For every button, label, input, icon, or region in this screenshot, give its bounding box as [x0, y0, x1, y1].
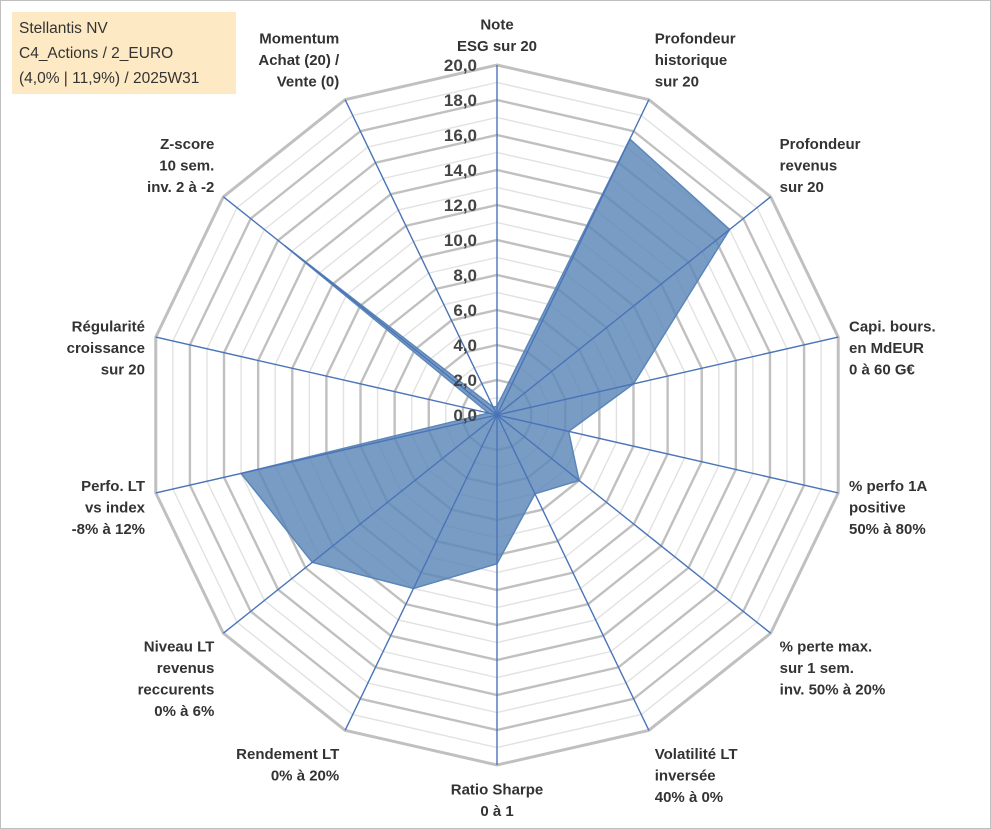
tick-label: 6,0 — [453, 301, 477, 320]
axis-label: Ratio Sharpe 0 à 1 — [451, 782, 544, 821]
tick-label: 10,0 — [444, 231, 477, 250]
chart-title-box: Stellantis NV C4_Actions / 2_EURO (4,0% … — [12, 12, 236, 94]
axis-label: Perfo. LT vs index -8% à 12% — [72, 478, 146, 538]
axis-label: % perfo 1A positive 50% à 80% — [849, 478, 928, 538]
axis-spoke — [222, 196, 498, 416]
axis-spoke — [496, 414, 772, 634]
axis-label: Z-score 10 sem. inv. 2 à -2 — [147, 136, 214, 196]
axis-spoke — [496, 336, 839, 416]
radar-spokes — [155, 65, 839, 765]
axis-spoke — [222, 414, 498, 634]
axis-label: Capi. bours. en MdEUR 0 à 60 G€ — [849, 318, 936, 378]
tick-label: 2,0 — [453, 371, 477, 390]
axis-label: Volatilité LT inversée 40% à 0% — [655, 746, 738, 806]
tick-label: 14,0 — [444, 161, 477, 180]
radial-tick-labels: 0,0 2,0 4,0 6,0 8,0 10,0 12,0 14,0 16,0 18,0 20,0 — [444, 56, 477, 425]
tick-label: 8,0 — [453, 266, 477, 285]
tick-label: 4,0 — [453, 336, 477, 355]
axis-label: Momentum Achat (20) / Vente (0) — [258, 31, 340, 91]
axis-label: Profondeur revenus sur 20 — [780, 136, 861, 196]
axis-label: Note ESG sur 20 — [457, 17, 537, 56]
axis-spoke — [155, 414, 498, 494]
axis-spoke — [496, 414, 839, 494]
axis-label: Niveau LT revenus reccurents 0% à 6% — [138, 638, 215, 720]
axis-label: Profondeur historique sur 20 — [655, 31, 736, 91]
title-company: Stellantis NV — [19, 20, 108, 37]
tick-label: 12,0 — [444, 196, 477, 215]
tick-label: 18,0 — [444, 91, 477, 110]
axis-spoke — [496, 196, 772, 416]
axis-spoke — [344, 414, 498, 731]
tick-label: 16,0 — [444, 126, 477, 145]
axis-spoke — [344, 99, 498, 416]
title-category: C4_Actions / 2_EURO — [19, 45, 174, 62]
axis-label: Régularité croissance sur 20 — [67, 318, 145, 378]
axis-labels: Note ESG sur 20 Profondeur historique sur 20… — [67, 17, 936, 821]
axis-label: % perte max. sur 1 sem. inv. 50% à 20% — [780, 638, 886, 698]
axis-spoke — [496, 99, 650, 416]
tick-label: 20,0 — [444, 56, 477, 75]
axis-spoke — [496, 414, 650, 731]
axis-label: Rendement LT 0% à 20% — [236, 746, 339, 785]
tick-label: 0,0 — [453, 406, 477, 425]
axis-spoke — [155, 336, 498, 416]
title-period: (4,0% | 11,9%) / 2025W31 — [19, 70, 200, 87]
